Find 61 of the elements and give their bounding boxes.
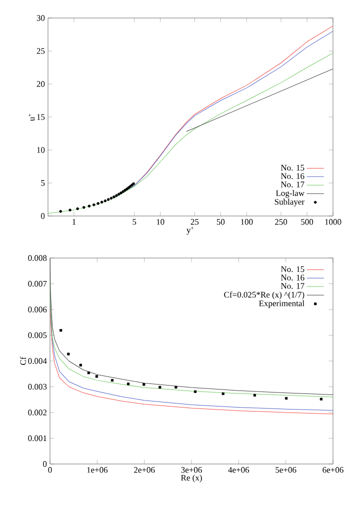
y-axis-title: Cf: [20, 356, 26, 365]
x-tick-label: 0: [48, 467, 52, 473]
point: [174, 386, 178, 389]
point: [79, 364, 82, 366]
legend-label: Cf=0.025*Re (x) ^(1/7): [224, 291, 304, 300]
x-tick-label: 4e+06: [228, 467, 250, 473]
y-tick-label: 25: [36, 48, 45, 54]
point: [142, 383, 146, 386]
x-tick-label: 1e+06: [87, 467, 108, 473]
point: [194, 390, 197, 393]
x-tick-label: 2e+06: [134, 467, 155, 473]
x-tick-label: 1000: [325, 219, 342, 225]
y-tick-label: 0.003: [28, 384, 47, 390]
x-tick-label: 3e+06: [181, 467, 202, 473]
point: [285, 397, 288, 400]
x-axis-title: y$^{+}$: [186, 226, 194, 235]
y-tick-label: 0.002: [28, 410, 46, 416]
point: [67, 352, 70, 356]
legend-label: No. 17: [280, 182, 304, 188]
y-tick-label: 0.005: [28, 332, 47, 338]
y-tick-label: 15: [37, 114, 45, 120]
x-tick-label: 250: [275, 219, 288, 225]
x-tick-label: 25: [190, 219, 199, 225]
point: [158, 386, 162, 389]
point: [60, 329, 62, 332]
y-tick-label: 0.006: [28, 306, 47, 312]
x-tick-label: 500: [301, 219, 314, 225]
y-tick-label: 0: [41, 213, 45, 219]
y-tick-label: 10: [37, 147, 45, 153]
x-tick-label: 5: [132, 219, 136, 225]
legend-label: Experimental: [259, 300, 304, 308]
point: [320, 398, 323, 400]
y-axis-title: u$^{+}$: [28, 114, 35, 121]
y-tick-label: 0.004: [28, 358, 47, 364]
legend-label: Sublayer: [274, 198, 304, 206]
y-tick-label: 20: [36, 81, 45, 87]
point: [253, 394, 256, 397]
y-tick-label: 0.008: [28, 255, 47, 261]
point: [87, 372, 90, 374]
point: [110, 379, 114, 382]
legend-label: No. 15: [280, 164, 304, 171]
y-tick-label: 5: [41, 180, 45, 186]
legend-label: Log-law: [276, 190, 304, 198]
y-tick-label: 30: [36, 15, 45, 21]
legend-label: No. 17: [280, 283, 304, 289]
legend-label: No. 16: [280, 274, 304, 280]
x-tick-label: 10: [156, 219, 164, 225]
point: [126, 382, 130, 386]
x-tick-label: 6e+06: [322, 467, 344, 473]
x-tick-label: 100: [241, 219, 253, 225]
x-tick-label: 5e+06: [276, 467, 296, 473]
y-tick-label: 0.001: [28, 435, 46, 442]
point: [95, 375, 98, 378]
point: [222, 392, 224, 395]
legend-label: No. 16: [280, 173, 304, 179]
y-tick-label: 0: [43, 461, 47, 467]
x-tick-label: 1: [72, 219, 76, 225]
x-tick-label: 50: [216, 219, 225, 225]
legend-label: No. 15: [280, 266, 304, 272]
x-axis-title: Re (x): [181, 474, 202, 482]
y-tick-label: 0.007: [28, 280, 47, 287]
